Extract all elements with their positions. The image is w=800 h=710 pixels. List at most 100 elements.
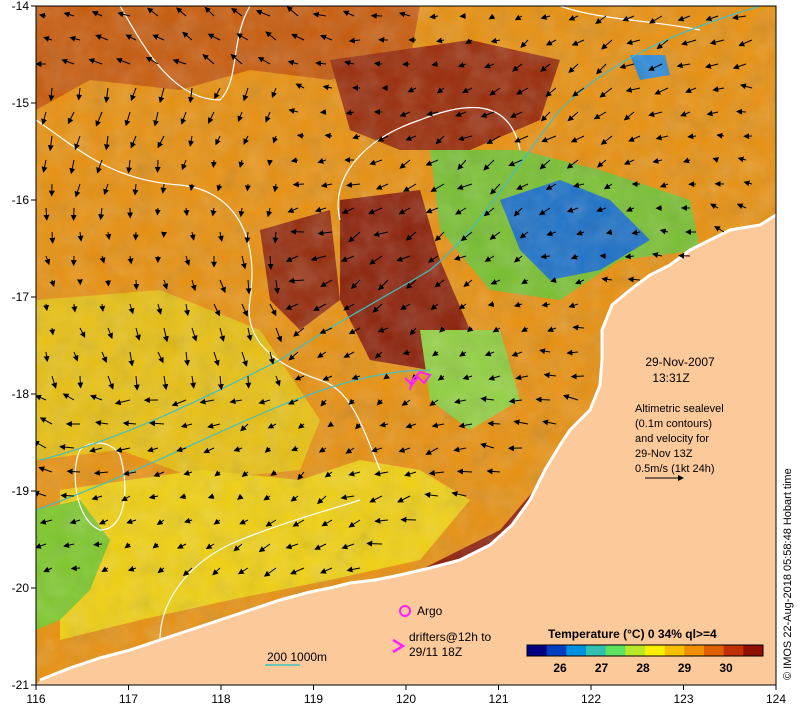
velocity-arrow — [434, 279, 445, 288]
velocity-arrow — [38, 12, 47, 19]
colorbar-swatch — [527, 645, 548, 656]
velocity-arrow — [709, 39, 725, 46]
velocity-arrow — [596, 159, 607, 168]
velocity-arrow — [69, 35, 81, 42]
velocity-arrow — [268, 351, 275, 365]
velocity-arrow — [182, 567, 193, 577]
velocity-arrow — [180, 422, 193, 429]
velocity-arrow — [403, 183, 417, 192]
velocity-arrow — [38, 466, 53, 473]
velocity-arrow — [103, 87, 110, 103]
velocity-arrow — [599, 87, 613, 98]
velocity-arrow — [292, 519, 305, 527]
velocity-arrow — [454, 398, 467, 405]
velocity-arrow — [180, 111, 187, 125]
velocity-arrow — [348, 519, 361, 528]
velocity-arrow — [215, 135, 221, 146]
colorbar-swatch — [645, 645, 666, 656]
velocity-arrow — [263, 494, 271, 501]
drifter-path — [404, 370, 432, 391]
velocity-arrow — [207, 33, 221, 41]
velocity-arrow — [627, 276, 641, 283]
velocity-arrow — [399, 159, 411, 169]
velocity-arrow — [341, 543, 355, 550]
velocity-arrow — [435, 135, 445, 145]
velocity-arrow — [95, 111, 103, 127]
velocity-arrow — [126, 159, 133, 174]
altimetry-line-1: Altimetric sealevel — [635, 403, 724, 415]
velocity-arrow — [181, 159, 187, 171]
velocity-arrow — [44, 255, 51, 266]
velocity-arrow — [36, 490, 47, 497]
velocity-arrow — [626, 206, 635, 212]
velocity-arrow — [455, 207, 467, 215]
velocity-arrow — [514, 14, 523, 21]
x-tick-label: 121 — [488, 692, 508, 706]
y-axis: -14 -15 -16 -17 -18 -19 -20 -21 — [12, 0, 36, 692]
velocity-arrow — [231, 7, 243, 17]
velocity-arrow — [458, 61, 467, 68]
velocity-arrow — [623, 111, 635, 121]
velocity-arrow — [622, 15, 635, 22]
velocity-arrow — [490, 279, 501, 285]
velocity-arrow — [543, 372, 557, 379]
velocity-arrow — [153, 111, 159, 127]
velocity-arrow — [322, 84, 333, 91]
velocity-arrow — [397, 495, 411, 503]
velocity-arrow — [570, 373, 585, 380]
velocity-arrow — [95, 420, 109, 426]
velocity-arrow — [398, 447, 411, 453]
velocity-arrow — [488, 13, 496, 20]
velocity-arrow — [312, 11, 327, 18]
velocity-arrow — [236, 33, 249, 41]
velocity-arrow — [540, 253, 551, 260]
velocity-arrow — [623, 159, 635, 165]
colorbar-tick-label: 28 — [636, 661, 650, 675]
velocity-arrow — [257, 56, 271, 65]
velocity-arrow — [429, 13, 439, 20]
velocity-arrow — [296, 132, 305, 139]
velocity-arrow — [156, 303, 163, 315]
velocity-arrow — [238, 207, 245, 218]
velocity-arrow — [114, 399, 131, 406]
velocity-arrow — [436, 87, 445, 94]
velocity-arrow — [239, 518, 249, 525]
velocity-arrow — [375, 183, 389, 190]
velocity-arrow — [712, 86, 725, 93]
velocity-arrow — [43, 36, 53, 42]
velocity-arrow — [207, 422, 221, 429]
contour-line — [159, 499, 361, 641]
velocity-arrow — [313, 303, 327, 311]
velocity-arrow — [404, 471, 417, 477]
velocity-arrow — [264, 446, 272, 453]
velocity-arrow — [566, 207, 579, 213]
velocity-arrow — [190, 375, 196, 389]
velocity-arrow — [293, 327, 305, 337]
velocity-arrow — [490, 37, 501, 44]
velocity-arrow — [320, 182, 333, 188]
velocity-arrow — [372, 303, 383, 313]
velocity-arrow — [570, 253, 579, 260]
velocity-arrow — [91, 494, 103, 501]
colorbar-swatch — [546, 645, 567, 656]
velocity-arrow — [705, 15, 719, 22]
velocity-arrow — [324, 132, 333, 139]
velocity-arrow — [508, 159, 523, 167]
velocity-arrow — [90, 394, 103, 401]
velocity-arrow — [274, 375, 281, 387]
velocity-arrow — [350, 279, 361, 290]
colorbar-title: Temperature (°C) 0 34% ql>=4 — [548, 627, 717, 641]
velocity-arrow — [255, 9, 271, 17]
velocity-arrow — [400, 303, 411, 310]
velocity-arrow — [570, 135, 585, 143]
isobaths — [36, 6, 761, 511]
velocity-arrow — [568, 302, 579, 309]
velocity-arrow — [124, 542, 132, 549]
velocity-arrow — [183, 207, 190, 217]
x-tick-label: 116 — [26, 692, 45, 706]
velocity-arrow — [43, 303, 50, 312]
velocity-arrow — [685, 87, 697, 94]
plot-area — [36, 6, 776, 685]
velocity-arrow — [103, 183, 109, 196]
velocity-arrow — [286, 6, 299, 17]
